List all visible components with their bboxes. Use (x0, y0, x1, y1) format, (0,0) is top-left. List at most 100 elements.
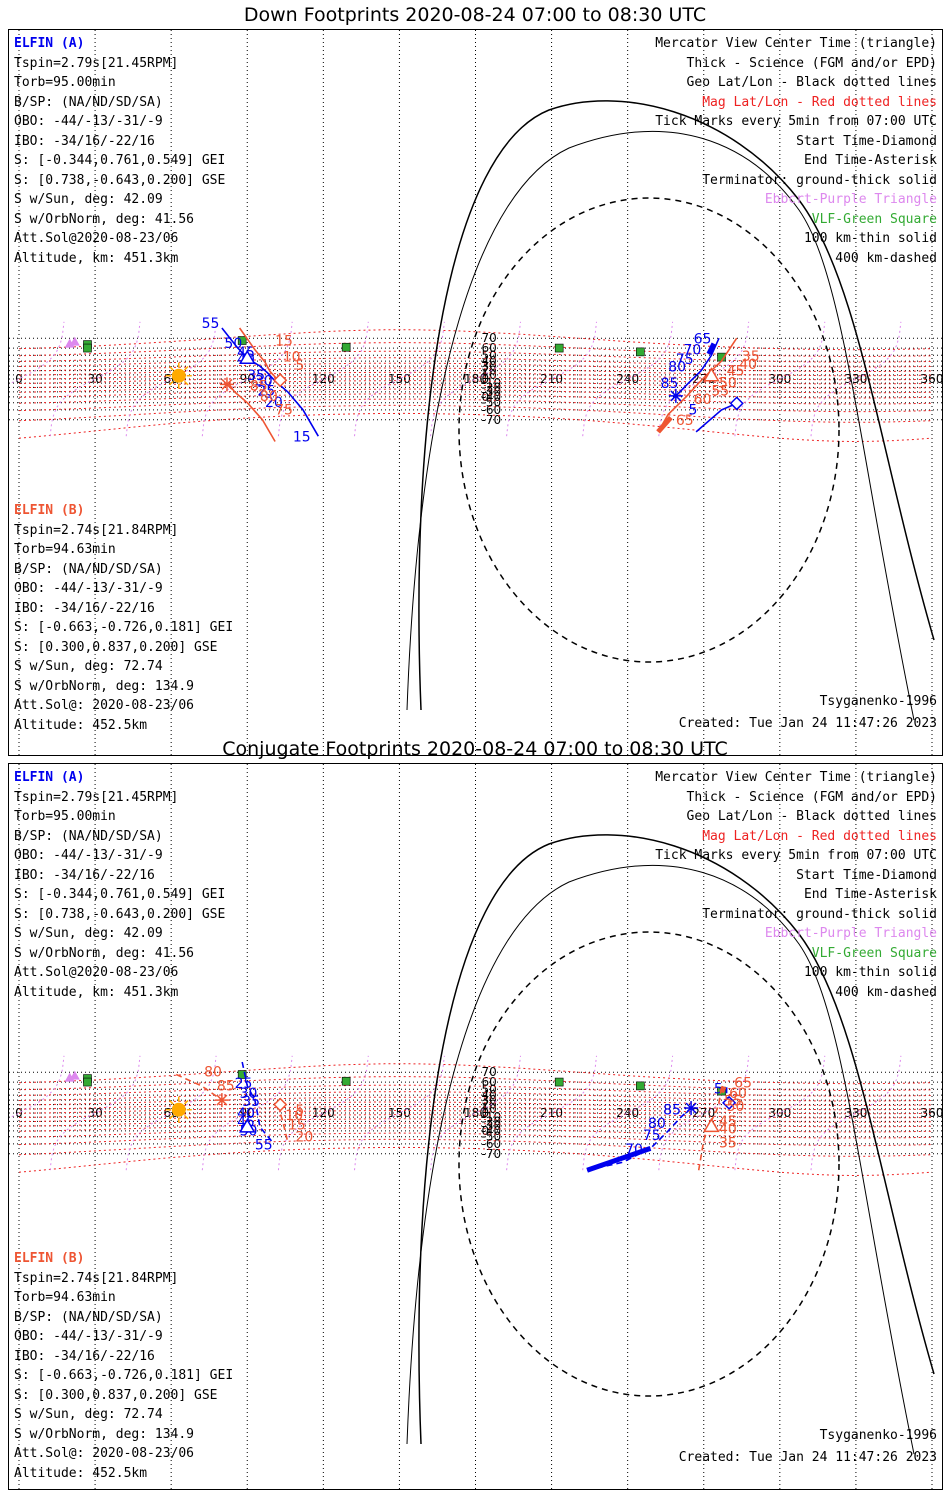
lon-tick-label: 90 (240, 1106, 255, 1120)
model-label: Tsyganenko-1996 (819, 1428, 937, 1443)
lon-tick-label: 30 (87, 372, 102, 386)
terminator-100km (406, 130, 915, 721)
created-label: Created: Tue Jan 24 11:47:26 2023 (678, 1450, 937, 1465)
science-segment (719, 1085, 727, 1094)
info-line: S: [-0.344,0.761,0.549] GEI (14, 153, 226, 168)
info-line: Torb=94.63min (14, 542, 116, 557)
ebbcrt-triangle (64, 338, 75, 348)
info-line: Att.Sol@: 2020-08-23/06 (14, 698, 195, 713)
end-asterisk (221, 378, 233, 390)
end-asterisk (670, 390, 682, 402)
mag-gridline (18, 412, 933, 443)
lon-tick-label: 150 (388, 372, 411, 386)
info-line: Att.Sol@: 2020-08-23/06 (14, 1446, 195, 1461)
lat-tick-label: -60 (482, 1137, 502, 1151)
legend-line: VLF-Green Square (811, 211, 937, 227)
time-tick-label: 10 (285, 1108, 303, 1124)
mag-gridline (18, 357, 933, 368)
sun-icon (171, 368, 186, 383)
time-tick-label: 75 (275, 402, 293, 418)
science-segment (586, 1146, 652, 1173)
sun-icon (171, 1102, 186, 1117)
legend-line: VLF-Green Square (811, 945, 937, 961)
sun-ray (183, 365, 189, 371)
mag-gridline (18, 1063, 933, 1085)
legend-line: Thick - Science (FGM and/or EPD) (686, 789, 937, 805)
lat-tick-label: -30 (482, 385, 502, 399)
info-line: S w/Sun, deg: 42.09 (14, 192, 163, 207)
info-line: Torb=95.00min (14, 809, 116, 824)
mag-gridline (18, 1109, 933, 1119)
center-triangle (703, 367, 720, 382)
mag-gridline (18, 398, 933, 413)
time-tick-label: 20 (295, 1130, 313, 1146)
time-tick-label: 40 (237, 1106, 255, 1122)
legend-line: Tick Marks every 5min from 07:00 UTC (655, 848, 937, 863)
time-tick-label: 50 (719, 375, 737, 391)
orbit-track (221, 327, 319, 437)
time-tick-label: 70 (683, 343, 701, 359)
info-line: Torb=95.00min (14, 75, 116, 90)
mag-gridline (18, 404, 933, 423)
sun-ray (169, 365, 174, 371)
legend-line: 400 km-dashed (835, 250, 937, 266)
mag-gridline (18, 1122, 933, 1133)
info-line: Altitude, km: 451.3km (14, 250, 179, 266)
info-line: Altitude: 452.5km (14, 717, 148, 733)
info-line: S w/Sun, deg: 42.09 (14, 926, 163, 941)
info-line: B/SP: (NA/ND/SD/SA) (14, 561, 163, 577)
terminator-400km (458, 931, 840, 1397)
info-line: S w/OrbNorm, deg: 41.56 (14, 945, 195, 961)
mag-gridline (18, 1101, 933, 1111)
time-tick-label: 80 (260, 389, 278, 405)
info-line: Tspin=2.74s[21.84RPM] (14, 1270, 179, 1286)
time-tick-label: 15 (288, 1117, 306, 1133)
vlf-station-marker (636, 1081, 645, 1091)
orbit-track (586, 1107, 692, 1171)
lat-tick-label: 0 (482, 1106, 490, 1120)
mag-gridline (18, 1114, 933, 1123)
mag-gridline (18, 342, 933, 357)
info-line: S: [0.738,-0.643,0.200] GSE (14, 172, 226, 188)
orbit-track (697, 1087, 723, 1171)
info-line: S w/OrbNorm, deg: 41.56 (14, 211, 195, 227)
lat-tick-label: 0 (482, 390, 490, 404)
legend-line: End Time-Asterisk (803, 887, 937, 902)
info-line: Altitude, km: 451.3km (14, 984, 179, 1000)
info-line: Torb=94.63min (14, 1290, 116, 1305)
time-tick-label: 35 (742, 349, 760, 365)
time-tick-label: 75 (676, 352, 694, 368)
time-tick-label: 35 (719, 1135, 737, 1151)
time-tick-label: 25 (235, 1076, 253, 1092)
time-tick-label: 30 (255, 374, 273, 390)
legend-line: Geo Lat/Lon - Black dotted lines (686, 809, 937, 824)
elfin-a-info: ELFIN (A) Tspin=2.79s[21.45RPM] Torb=95.… (14, 34, 225, 268)
mag-gridline (18, 384, 933, 394)
science-segment (656, 415, 673, 434)
created-label: Created: Tue Jan 24 11:47:26 2023 (678, 716, 937, 731)
center-triangle (703, 1117, 720, 1133)
time-tick-label: 85 (663, 1103, 681, 1119)
vlf-station-marker (636, 347, 645, 357)
mag-gridline (18, 1132, 933, 1147)
info-line: S: [0.738,-0.643,0.200] GSE (14, 906, 226, 922)
orbit-track (657, 337, 738, 433)
mag-gridline (18, 1127, 933, 1139)
mag-gridline (18, 1146, 933, 1177)
vlf-station-marker (554, 343, 564, 353)
mag-gridline (18, 393, 933, 405)
time-tick-label: 15 (275, 333, 293, 349)
start-diamond (729, 396, 744, 411)
info-line: S: [-0.663,-0.726,0.181] GEI (14, 620, 234, 635)
info-line: Tspin=2.79s[21.45RPM] (14, 789, 179, 805)
lat-tick-label: -20 (482, 1114, 502, 1128)
legend-line: Mag Lat/Lon - Red dotted lines (702, 94, 937, 110)
time-tick-label: 25 (257, 383, 275, 399)
time-tick-label: 80 (648, 1116, 666, 1132)
lat-tick-label: 10 (482, 1102, 497, 1116)
info-line: S w/Sun, deg: 72.74 (14, 1407, 163, 1422)
vlf-station-marker (83, 343, 92, 353)
lon-tick-label: 180 (464, 372, 487, 386)
lat-tick-label: 70 (482, 331, 497, 345)
legend-line: 400 km-dashed (835, 984, 937, 1000)
